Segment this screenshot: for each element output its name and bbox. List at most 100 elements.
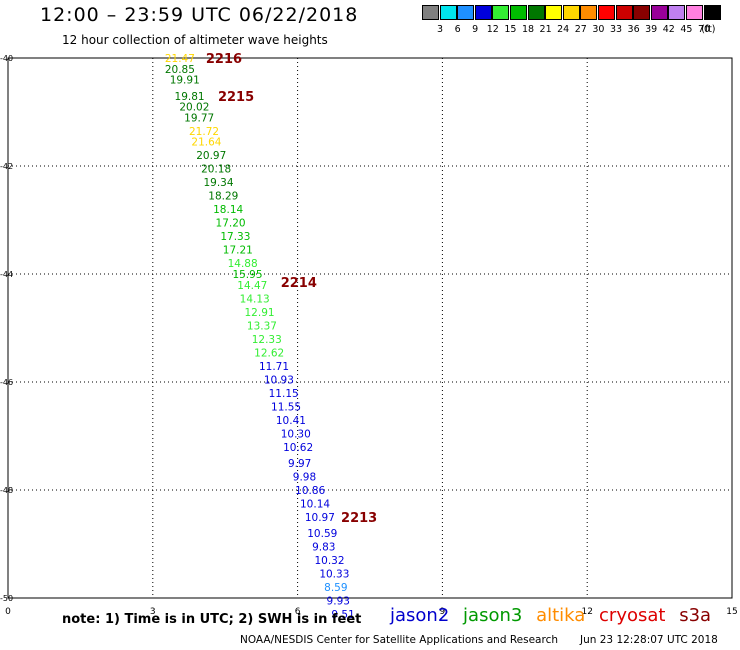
colorbar-swatch <box>545 5 563 20</box>
colorbar-label: 30 <box>592 24 605 35</box>
colorbar-swatch <box>474 5 492 20</box>
wave-height-point: 10.32 <box>314 555 344 567</box>
colorbar-label: 36 <box>627 24 640 35</box>
colorbar-swatch <box>650 5 668 20</box>
legend-altika: altika <box>536 605 586 626</box>
credit-text: NOAA/NESDIS Center for Satellite Applica… <box>240 634 558 646</box>
colorbar-swatch <box>580 5 598 20</box>
wave-height-point: 12.91 <box>245 307 275 319</box>
satellite-legend: jason2 jason3 altika cryosat s3a <box>390 605 719 626</box>
wave-height-point: 19.91 <box>170 75 200 87</box>
colorbar-label: 45 <box>680 24 693 35</box>
colorbar-swatch <box>527 5 545 20</box>
wave-height-point: 10.59 <box>307 528 337 540</box>
pass-time-label: 2213 <box>341 511 377 526</box>
colorbar-swatch <box>457 5 475 20</box>
legend-jason2: jason2 <box>390 605 450 626</box>
wave-height-point: 19.77 <box>184 112 214 124</box>
wave-height-point: 20.02 <box>179 102 209 114</box>
wave-height-point: 14.47 <box>237 280 267 292</box>
colorbar-swatch <box>562 5 580 20</box>
pass-time-label: 2216 <box>206 52 242 67</box>
colorbar-label: 33 <box>609 24 623 35</box>
colorbar-swatch <box>703 5 721 20</box>
wave-height-point: 14.88 <box>228 258 258 270</box>
wave-height-point: 11.55 <box>271 401 301 413</box>
wave-height-point: 10.62 <box>283 442 313 454</box>
plot-frame <box>7 57 733 599</box>
colorbar-label: 12 <box>486 24 499 35</box>
wave-height-point: 10.33 <box>319 569 349 581</box>
colorbar-swatch <box>492 5 510 20</box>
colorbar-label: 18 <box>521 24 535 35</box>
colorbar-swatch <box>598 5 615 20</box>
legend-cryosat: cryosat <box>599 605 666 626</box>
colorbar-swatch <box>510 5 527 20</box>
y-tick-label: -42 <box>0 162 13 171</box>
wave-height-point: 17.21 <box>223 245 253 257</box>
wave-height-point: 20.85 <box>165 64 195 76</box>
wave-height-point: 8.59 <box>324 582 347 594</box>
colorbar-label: 42 <box>662 24 675 35</box>
wave-height-point: 9.83 <box>312 542 335 554</box>
wave-height-point: 18.14 <box>213 204 243 216</box>
wave-height-point: 21.72 <box>189 126 219 138</box>
legend-jason3: jason3 <box>463 605 523 626</box>
wave-height-point: 14.13 <box>240 293 270 305</box>
chart-title: 12:00 – 23:59 UTC 06/22/2018 <box>40 4 359 26</box>
wave-height-point: 10.14 <box>300 499 330 511</box>
footer-note: note: 1) Time is in UTC; 2) SWH is in fe… <box>62 612 362 627</box>
wave-height-point: 13.37 <box>247 320 277 332</box>
wave-height-point: 10.93 <box>264 374 294 386</box>
wave-height-point: 17.33 <box>220 231 250 243</box>
x-tick-label: 9 <box>440 607 446 617</box>
wave-height-point: 9.97 <box>288 458 311 470</box>
wave-height-point: 18.29 <box>208 191 238 203</box>
colorbar-label: 9 <box>472 24 479 35</box>
wave-height-point: 21.64 <box>191 137 221 149</box>
wave-height-point: 15.95 <box>232 269 262 281</box>
wave-height-point: 21.47 <box>165 53 195 65</box>
wave-height-point: 10.97 <box>305 512 335 524</box>
y-tick-label: -46 <box>0 378 13 387</box>
wave-height-point: 19.81 <box>175 91 205 103</box>
y-tick-label: -44 <box>0 270 13 279</box>
x-tick-label: 6 <box>295 607 301 617</box>
x-tick-label: 12 <box>581 607 592 617</box>
colorbar-swatch <box>633 5 651 20</box>
colorbar-label: 24 <box>557 24 570 35</box>
colorbar-swatch <box>615 5 633 20</box>
timestamp-text: Jun 23 12:28:07 UTC 2018 <box>580 634 718 646</box>
wave-height-point: 10.41 <box>276 415 306 427</box>
wave-height-point: 17.20 <box>216 218 246 230</box>
colorbar-label: 15 <box>504 24 517 35</box>
x-tick-label: 3 <box>150 607 156 617</box>
pass-time-label: 2214 <box>281 276 317 291</box>
legend-s3a: s3a <box>679 605 712 626</box>
wave-height-point: 19.34 <box>203 177 233 189</box>
wave-height-point: 11.71 <box>259 361 289 373</box>
wave-height-point: 11.15 <box>269 388 299 400</box>
wave-height-point: 9.93 <box>327 596 350 608</box>
colorbar-unit: (ft) <box>701 24 716 35</box>
x-tick-label: 0 <box>5 607 11 617</box>
y-tick-label: -48 <box>0 486 13 495</box>
colorbar-label: 39 <box>645 24 658 35</box>
colorbar-swatch <box>668 5 686 20</box>
wave-height-point: 12.33 <box>252 334 282 346</box>
colorbar-label: 27 <box>574 24 587 35</box>
pass-time-label: 2215 <box>218 90 254 105</box>
wave-height-point: 20.97 <box>196 150 226 162</box>
wave-height-point: 9.51 <box>331 609 354 621</box>
y-tick-label: -40 <box>0 54 13 63</box>
colorbar-label: 70 <box>697 24 711 35</box>
colorbar-label: 6 <box>454 24 461 35</box>
y-tick-label: -50 <box>0 594 13 603</box>
wave-height-point: 10.30 <box>281 428 311 440</box>
colorbar-label: 3 <box>436 24 444 35</box>
colorbar-swatch <box>439 5 457 20</box>
colorbar-swatch <box>422 5 439 20</box>
colorbar-label: 21 <box>539 24 552 35</box>
wave-height-point: 20.18 <box>201 164 231 176</box>
